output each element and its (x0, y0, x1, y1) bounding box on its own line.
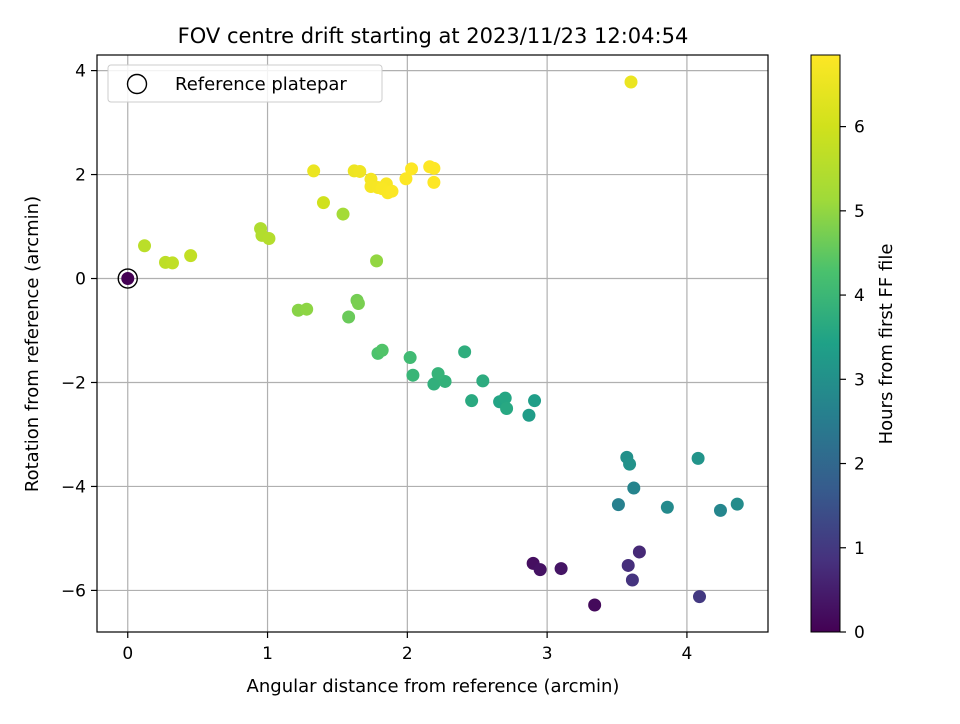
reference-marker-icon (117, 268, 138, 289)
colorbar-ticks: 0 1 2 3 4 5 6 (840, 118, 865, 643)
scatter-point (353, 164, 367, 178)
scatter-point (691, 451, 705, 465)
scatter-point (458, 345, 472, 359)
grid (97, 55, 768, 632)
legend-box (107, 64, 383, 103)
y-tick-label: 2 (75, 166, 86, 186)
scatter-point (262, 231, 276, 245)
colorbar-tick-label: 1 (854, 539, 865, 559)
scatter-point (385, 184, 399, 198)
colorbar-gradient (810, 54, 841, 633)
colorbar-tick-label: 0 (854, 623, 865, 643)
y-tick-label: 4 (75, 62, 86, 82)
scatter-point (431, 367, 445, 381)
reference-marker (117, 268, 138, 289)
scatter-points (121, 75, 744, 612)
scatter-point (625, 573, 639, 587)
scatter-point (427, 377, 441, 391)
scatter-point (730, 497, 744, 511)
scatter-point (138, 239, 152, 253)
legend-entry: Reference platepar (175, 74, 347, 95)
scatter-point (500, 401, 514, 415)
scatter-point (476, 374, 490, 388)
scatter-point (351, 296, 365, 310)
colorbar-tick-label: 3 (854, 370, 865, 390)
colorbar-tick-label: 2 (854, 455, 865, 475)
scatter-point (522, 408, 536, 422)
scatter-point (533, 563, 547, 577)
x-axis-label: Angular distance from reference (arcmin) (247, 676, 620, 697)
colorbar-tick-label: 5 (854, 202, 865, 222)
chart-title: FOV centre drift starting at 2023/11/23 … (178, 24, 689, 48)
x-tick-label: 0 (122, 644, 133, 664)
colorbar-label: Hours from first FF file (876, 244, 897, 445)
scatter-point (427, 161, 441, 175)
scatter-point (165, 256, 179, 270)
y-tick-label: −6 (61, 581, 86, 601)
scatter-point (528, 394, 542, 408)
y-axis-label: Rotation from reference (arcmin) (22, 196, 43, 492)
scatter-point (621, 558, 635, 572)
colorbar: 0 1 2 3 4 5 6 Hours from first FF file (810, 54, 897, 643)
x-tick-label: 1 (262, 644, 273, 664)
scatter-point (336, 207, 350, 221)
scatter-point (121, 272, 135, 286)
scatter-point (427, 175, 441, 189)
y-tick-label: −4 (61, 477, 86, 497)
scatter-point (465, 394, 479, 408)
scatter-point (611, 498, 625, 512)
x-tick-label: 3 (542, 644, 553, 664)
scatter-point (588, 598, 602, 612)
y-tick-label: −2 (61, 373, 86, 393)
colorbar-tick-label: 4 (854, 286, 865, 306)
scatter-point (184, 249, 198, 263)
scatter-point (399, 172, 413, 186)
scatter-point (342, 310, 356, 324)
scatter-point (632, 545, 646, 559)
scatter-point (406, 368, 420, 382)
scatter-point (405, 162, 419, 176)
legend-marker-icon (126, 73, 148, 95)
legend: Reference platepar (107, 64, 383, 103)
scatter-point (554, 562, 568, 576)
scatter-point (316, 196, 330, 210)
x-tick-label: 4 (682, 644, 693, 664)
y-ticks: 4 2 0 −2 −4 −6 (61, 62, 97, 601)
scatter-point (498, 391, 512, 405)
scatter-point (370, 254, 384, 268)
scatter-point (403, 351, 417, 365)
x-ticks: 0 1 2 3 4 (122, 632, 692, 664)
y-tick-label: 0 (75, 270, 86, 290)
scatter-point (693, 590, 707, 604)
x-tick-label: 2 (402, 644, 413, 664)
scatter-point (307, 164, 321, 178)
scatter-point (623, 457, 637, 471)
colorbar-tick-label: 6 (854, 118, 865, 138)
scatter-point (375, 343, 389, 357)
scatter-point (624, 75, 638, 89)
scatter-point (660, 500, 674, 514)
plot-frame (96, 54, 769, 633)
scatter-point (300, 302, 314, 316)
scatter-point (713, 503, 727, 517)
scatter-point (627, 481, 641, 495)
